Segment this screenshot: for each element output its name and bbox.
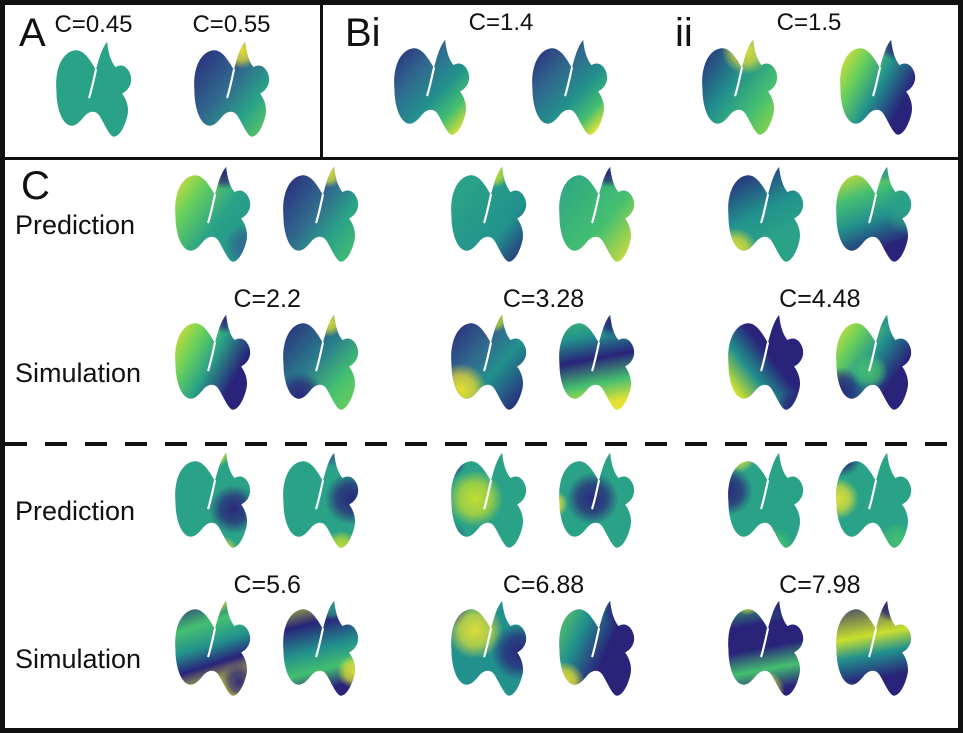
panel-bi-letter: Bi (345, 11, 381, 55)
panel-a-letter: A (19, 11, 46, 55)
pattern-shape (451, 600, 527, 696)
c-value-label: C=1.5 (776, 9, 842, 36)
c-group: C=3.28 (405, 164, 681, 442)
pattern-shape (559, 600, 635, 696)
c-group: C=2.2 (129, 164, 405, 442)
c-value-label: C=6.88 (502, 570, 585, 599)
pattern-shape (702, 39, 778, 135)
panel-c: C Prediction Simulation C=2.2 C=3.28 C=4.48 … (5, 160, 958, 728)
c-value-label: C=7.98 (779, 570, 861, 599)
pattern-shape (283, 452, 359, 548)
simulation-label: Simulation (15, 643, 142, 674)
pattern-shape (175, 314, 251, 410)
shape-column: C=0.45 (47, 11, 141, 157)
row-labels: Prediction Simulation (5, 450, 142, 728)
pattern-shape (55, 41, 131, 137)
c-value-label: C=0.55 (192, 11, 271, 38)
pattern-shape (559, 452, 635, 548)
prediction-shape-pair (166, 164, 368, 286)
pattern-shape (283, 600, 359, 696)
pattern-shape (559, 314, 635, 410)
pattern-shape (840, 39, 916, 135)
row-label-spacer (5, 286, 129, 312)
panel-c-bottom-half: Prediction Simulation C=5.6 C=6.88 C=7.98 (5, 446, 958, 728)
prediction-shape-pair (719, 450, 921, 572)
shape-pair (385, 37, 617, 145)
pattern-shape (835, 452, 911, 548)
panel-bi-group: C=1.4 (371, 9, 631, 145)
c-value-label: C=5.6 (233, 570, 301, 599)
pattern-shape (727, 166, 803, 262)
pattern-shape (532, 39, 608, 135)
pattern-shape (727, 452, 803, 548)
panel-c-top-half: Prediction Simulation C=2.2 C=3.28 C=4.48 (5, 160, 958, 442)
panel-a: A C=0.45 C=0.55 (5, 5, 323, 157)
c-group: C=4.48 (682, 164, 958, 442)
pattern-shape (283, 166, 359, 262)
c-group: C=7.98 (682, 450, 958, 728)
pattern-shape (193, 41, 269, 137)
shape-column: C=0.55 (185, 11, 279, 157)
panel-bii-letter: ii (675, 11, 693, 55)
pattern-shape (559, 166, 635, 262)
top-row: A C=0.45 C=0.55 Bi C=1.4 ii C=1.5 (5, 5, 958, 160)
row-labels: Prediction Simulation (5, 164, 142, 442)
prediction-label: Prediction (15, 495, 136, 526)
simulation-label: Simulation (15, 357, 142, 388)
c-group: C=5.6 (129, 450, 405, 728)
simulation-shape-pair (719, 312, 921, 434)
dashed-divider (5, 442, 958, 446)
simulation-shape-pair (166, 312, 368, 434)
panel-c-letter: C (21, 164, 50, 208)
c-group: C=6.88 (405, 450, 681, 728)
pattern-shape (175, 600, 251, 696)
simulation-shape-pair (719, 598, 921, 720)
simulation-shape-pair (442, 312, 644, 434)
panel-bii-group: C=1.5 (685, 9, 933, 145)
panel-a-shapes: C=0.45 C=0.55 (47, 11, 279, 157)
prediction-shape-pair (442, 450, 644, 572)
pattern-shape (835, 600, 911, 696)
simulation-shape-pair (166, 598, 368, 720)
pattern-shape (451, 166, 527, 262)
pattern-shape (451, 314, 527, 410)
prediction-shape-pair (442, 164, 644, 286)
pattern-shape (451, 452, 527, 548)
prediction-label: Prediction (15, 209, 136, 240)
c-value-label: C=2.2 (233, 284, 301, 313)
pattern-shape (835, 166, 911, 262)
pattern-shape (727, 600, 803, 696)
prediction-shape-pair (166, 450, 368, 572)
c-value-label: C=3.28 (502, 284, 585, 313)
c-value-label: C=1.4 (468, 9, 534, 36)
pattern-shape (394, 39, 470, 135)
c-value-label: C=0.45 (54, 11, 133, 38)
panel-b: Bi C=1.4 ii C=1.5 (323, 5, 958, 157)
shape-pair (693, 37, 925, 145)
pattern-shape (283, 314, 359, 410)
pattern-shape (175, 452, 251, 548)
pattern-shape (727, 314, 803, 410)
row-label-spacer (5, 572, 129, 598)
simulation-shape-pair (442, 598, 644, 720)
prediction-shape-pair (719, 164, 921, 286)
pattern-shape (835, 314, 911, 410)
c-value-label: C=4.48 (779, 284, 861, 313)
pattern-shape (175, 166, 251, 262)
